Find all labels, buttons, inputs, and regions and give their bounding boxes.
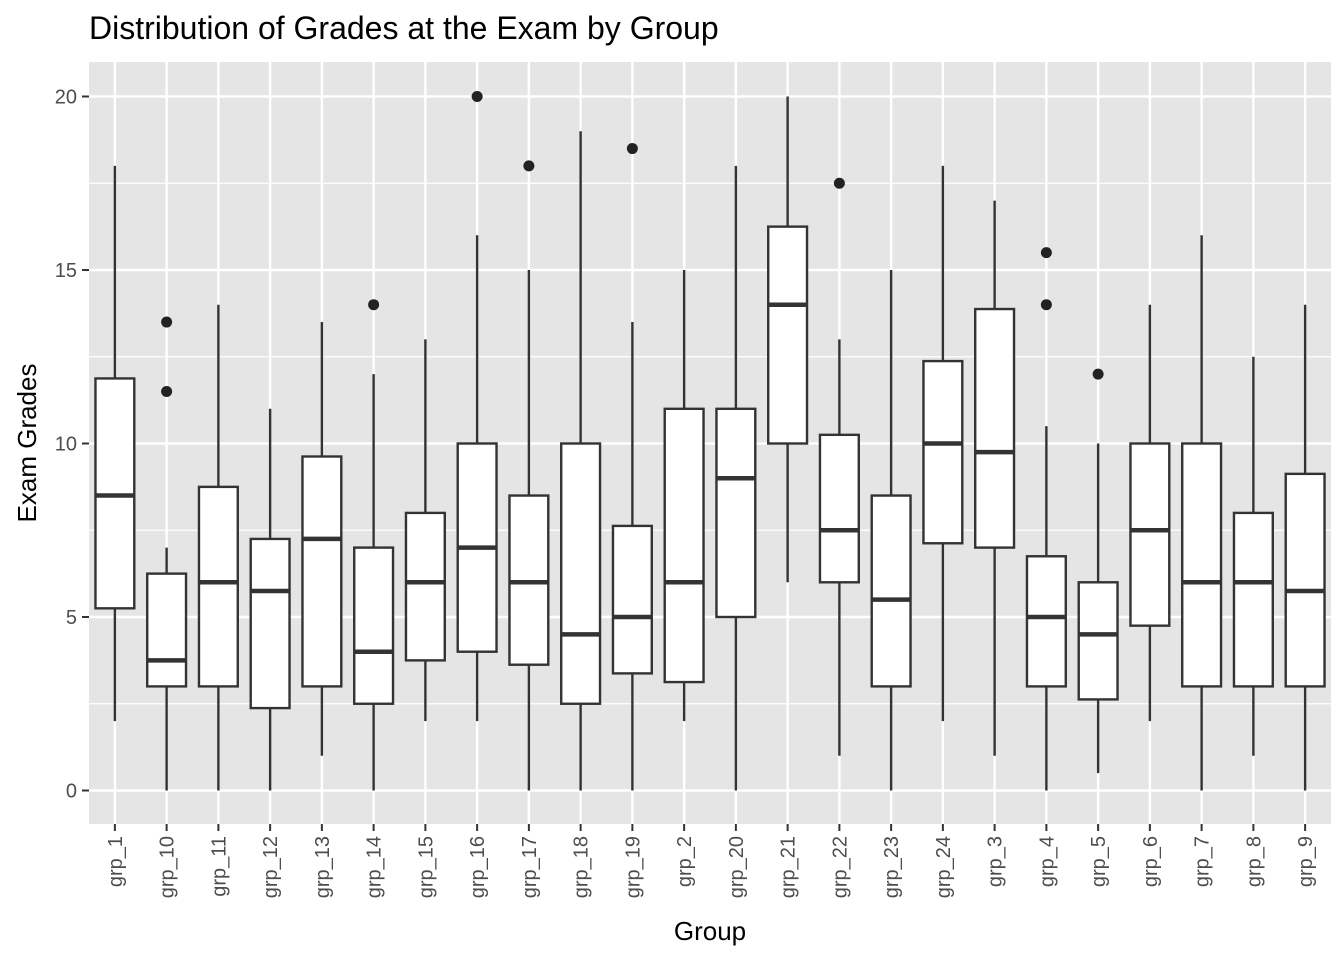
x-tick-label: grp_8 (1243, 836, 1265, 887)
box-body (767, 225, 809, 445)
outlier-point (368, 299, 380, 311)
x-tick-label: grp_9 (1295, 836, 1317, 887)
x-tick-label: grp_13 (312, 836, 334, 898)
x-tick-label: grp_17 (519, 836, 541, 898)
y-axis-title: Exam Grades (12, 364, 42, 523)
x-tick-label: grp_19 (622, 836, 644, 898)
box-body (1129, 442, 1171, 627)
y-tick-label: 10 (55, 434, 77, 456)
outlier-point (523, 160, 535, 172)
box-body (974, 307, 1016, 549)
box-group (508, 160, 550, 791)
y-tick-label: 15 (55, 260, 77, 282)
outlier-point (1040, 299, 1052, 311)
x-tick-label: grp_3 (985, 836, 1007, 887)
box-group (1077, 368, 1119, 774)
box-group (663, 270, 705, 722)
x-tick-label: grp_18 (571, 836, 593, 898)
y-tick-label: 0 (66, 781, 77, 803)
box-group (353, 299, 395, 791)
box-body (560, 442, 602, 705)
box-body (922, 359, 964, 545)
box-body (1284, 472, 1326, 688)
x-tick-label: grp_7 (1192, 836, 1214, 887)
box-body (1025, 555, 1067, 688)
box-body (404, 511, 446, 662)
x-tick-label: grp_5 (1088, 836, 1110, 887)
y-tick-label: 5 (66, 607, 77, 629)
x-tick-label: grp_11 (208, 836, 230, 897)
box-group (249, 408, 291, 791)
x-axis: grp_1 grp_10 grp_11 grp_12 grp_13 grp_14 grp_1… (105, 824, 1317, 898)
x-tick-label: grp_12 (260, 836, 282, 898)
box-group (974, 200, 1016, 756)
outlier-point (161, 316, 173, 328)
outlier-point (626, 143, 638, 155)
box-group (560, 131, 602, 791)
x-tick-label: grp_4 (1036, 836, 1058, 887)
box-group (611, 143, 653, 791)
box-body (663, 407, 705, 684)
box-group (1284, 304, 1326, 791)
box-group (146, 316, 188, 791)
box-body (818, 433, 860, 584)
box-group (1025, 247, 1067, 791)
x-tick-label: grp_21 (778, 836, 800, 898)
box-body (353, 546, 395, 705)
x-tick-label: grp_24 (933, 836, 955, 898)
x-tick-label: grp_15 (415, 836, 437, 898)
outlier-point (471, 91, 483, 102)
box-group (404, 339, 446, 722)
x-tick-label: grp_16 (467, 836, 489, 898)
y-axis: 0 5 10 15 20 (55, 87, 89, 803)
outlier-point (1092, 368, 1104, 380)
box-series (94, 91, 1326, 791)
box-body (1181, 442, 1223, 688)
box-group (818, 177, 860, 756)
outlier-point (1040, 247, 1052, 259)
box-group (1181, 235, 1223, 791)
box-group (715, 165, 757, 791)
box-body (146, 572, 188, 688)
box-group (456, 91, 498, 722)
box-body (870, 494, 912, 688)
box-group (1232, 356, 1274, 756)
box-group (94, 165, 136, 722)
y-tick-label: 20 (55, 87, 77, 109)
box-group (922, 165, 964, 722)
outlier-point (833, 177, 845, 189)
outlier-point (161, 385, 173, 397)
box-body (197, 485, 239, 688)
x-tick-label: grp_20 (726, 836, 748, 898)
box-group (301, 322, 343, 756)
box-group (1129, 304, 1171, 722)
x-tick-label: grp_22 (829, 836, 851, 898)
x-tick-label: grp_10 (157, 836, 179, 898)
x-tick-label: grp_23 (881, 836, 903, 898)
box-body (1077, 581, 1119, 701)
box-body (301, 455, 343, 688)
box-body (1232, 511, 1274, 688)
box-group (870, 270, 912, 791)
box-body (249, 537, 291, 710)
chart-title: Distribution of Grades at the Exam by Gr… (89, 10, 719, 46)
box-group (197, 304, 239, 791)
box-body (611, 524, 653, 675)
x-axis-title: Group (674, 916, 746, 946)
x-tick-label: grp_2 (674, 836, 696, 887)
box-group (767, 96, 809, 583)
x-tick-label: grp_1 (105, 836, 127, 887)
box-body (715, 407, 757, 619)
x-tick-label: grp_14 (364, 836, 386, 898)
x-tick-label: grp_6 (1140, 836, 1162, 887)
